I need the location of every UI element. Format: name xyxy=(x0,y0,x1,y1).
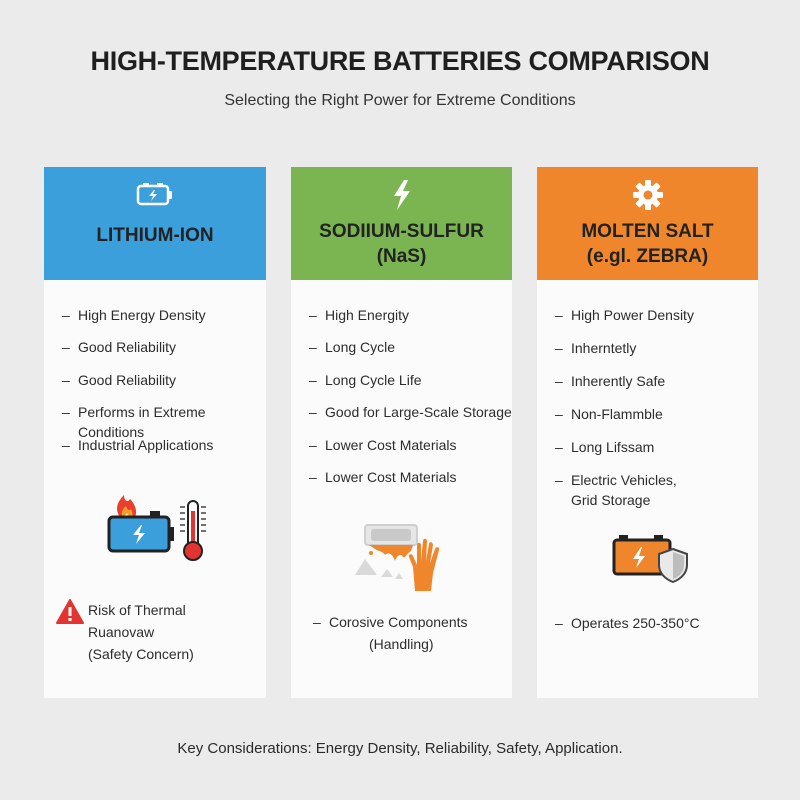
lightning-bolt-icon xyxy=(391,177,413,213)
gear-icon xyxy=(632,177,664,213)
list-item: – Electric Vehicles, Grid Storage xyxy=(555,472,677,508)
list-item: – Long Cycle xyxy=(309,339,396,355)
list-item: – Good Reliability xyxy=(62,372,177,388)
list-item: – Good Reliability xyxy=(62,339,177,355)
operating-temp-note: – Operates 250-350°C xyxy=(555,615,700,631)
list-item: – Performs in Extreme Conditions xyxy=(62,404,206,440)
card-sodium-sulfur: SODIIUM-SULFUR (NaS) – High Energity – Lon… xyxy=(291,167,512,698)
card-header-lithium-ion: LITHIUM-ION xyxy=(44,167,266,280)
list-item: – Lower Cost Materials xyxy=(309,437,457,453)
risk-note: Risk of Thermal Ruanovaw xyxy=(88,602,186,640)
key-considerations: Key Considerations: Energy Density, Reli… xyxy=(177,740,623,757)
battery-fire-thermometer-icon xyxy=(106,487,216,572)
card-header-sodium-sulfur: SODIIUM-SULFUR (NaS) xyxy=(291,167,512,280)
card-title: MOLTEN SALT (e.gl. ZEBRA) xyxy=(581,221,714,267)
card-molten-salt: MOLTEN SALT (e.gl. ZEBRA) – High Power De… xyxy=(537,167,758,698)
risk-note-sub: (Safety Concern) xyxy=(88,646,194,662)
list-item: – Lower Cost Materials xyxy=(309,469,457,485)
list-item: – High Power Density xyxy=(555,307,694,323)
list-item: – Non-Flammble xyxy=(555,406,663,422)
corrosive-note: – Corosive Components (Handling) xyxy=(313,614,468,652)
list-item: – Inherently Safe xyxy=(555,373,666,389)
card-title: LITHIUM-ION xyxy=(96,225,214,246)
list-item: – Inherntetly xyxy=(555,340,637,356)
list-item: – High Energity xyxy=(309,307,410,323)
corrosive-spill-glove-icon xyxy=(351,517,451,602)
warning-triangle-icon xyxy=(56,599,84,630)
list-item: – Industrial Applications xyxy=(62,437,214,453)
battery-shield-icon xyxy=(611,535,691,588)
page-title: HIGH-TEMPERATURE BATTERIES COMPARISON xyxy=(90,46,710,76)
list-item: – Long Cycle Life xyxy=(309,372,422,388)
list-item: – Long Lifssam xyxy=(555,439,655,455)
list-item: – High Energy Density xyxy=(62,307,206,323)
card-lithium-ion: LITHIUM-ION – High Energy Density – Good R… xyxy=(44,167,266,698)
card-title: SODIIUM-SULFUR (NaS) xyxy=(319,221,484,267)
card-header-molten-salt: MOLTEN SALT (e.gl. ZEBRA) xyxy=(537,167,758,280)
battery-charging-icon xyxy=(136,177,174,213)
page-subtitle: Selecting the Right Power for Extreme Co… xyxy=(224,92,576,109)
list-item: – Good for Large-Scale Storage xyxy=(309,404,512,420)
